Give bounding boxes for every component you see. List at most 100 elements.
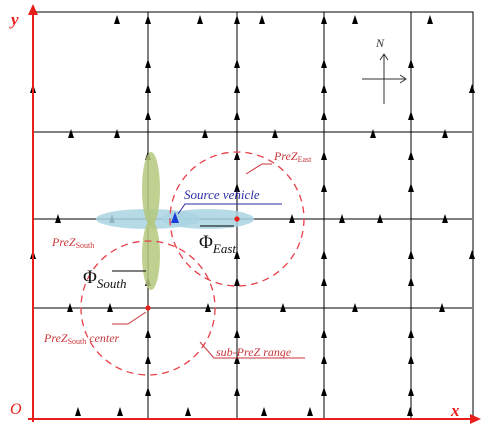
vehicle-arrow	[442, 214, 448, 223]
axis-x-label: x	[450, 401, 460, 420]
prez-east-label: PreZEast	[273, 149, 312, 164]
vehicle-arrow	[234, 250, 240, 259]
vehicle-arrow	[321, 151, 327, 160]
vehicle-arrow	[234, 183, 240, 192]
prez-south-sub: South	[76, 241, 95, 250]
axes	[28, 4, 481, 424]
vehicle-arrow	[205, 303, 211, 312]
prez-east-sub: East	[298, 155, 313, 164]
vehicle-arrow	[321, 250, 327, 259]
phi-south-ellipse-green-upper	[142, 152, 160, 226]
prez-south-center-leader	[112, 311, 147, 325]
prez-south-center-label: PreZSouth center	[43, 331, 120, 346]
vehicle-arrow	[469, 250, 475, 259]
phi-east-ellipse-blue-2	[162, 209, 254, 229]
vehicle-arrow	[352, 303, 358, 312]
prez-south-circle	[80, 240, 216, 376]
vehicle-arrow	[234, 355, 240, 364]
prez-east-center-dot	[234, 216, 240, 222]
vehicle-arrows	[30, 15, 475, 416]
vehicle-arrow	[145, 15, 151, 24]
prez-east-main: PreZ	[273, 149, 298, 163]
prez-south-center-dot	[145, 305, 151, 311]
vehicle-arrow	[234, 111, 240, 120]
vehicle-arrow	[145, 329, 151, 338]
vehicle-arrow	[114, 129, 120, 138]
vehicle-arrow	[75, 407, 81, 416]
vehicle-arrow	[234, 84, 240, 93]
vehicle-arrow	[145, 84, 151, 93]
vehicle-arrow	[408, 59, 414, 68]
vehicle-arrow	[321, 277, 327, 286]
compass-east-arrowhead	[399, 74, 407, 84]
vehicle-arrow	[339, 214, 345, 223]
vehicle-arrow	[442, 129, 448, 138]
leader-lines	[112, 163, 305, 359]
vehicle-arrow	[261, 407, 267, 416]
vehicle-arrow	[107, 303, 113, 312]
vehicle-arrow	[370, 129, 376, 138]
source-vehicle-leader	[177, 203, 282, 215]
phi-south-sub: South	[97, 276, 127, 291]
vehicle-arrow	[67, 303, 73, 312]
phi-south-main: Φ	[83, 267, 97, 288]
vehicle-arrow	[234, 59, 240, 68]
vehicle-arrow	[408, 329, 414, 338]
vehicle-arrow	[469, 84, 475, 93]
vehicle-arrow	[321, 355, 327, 364]
prez-circles	[80, 151, 305, 376]
prez-east-leader	[245, 163, 272, 175]
vehicle-arrow	[145, 111, 151, 120]
vehicle-arrow	[185, 407, 191, 416]
vehicle-arrow	[408, 183, 414, 192]
x-axis-arrowhead	[470, 414, 481, 424]
text-labels: y O x N PreZEast Source vehicle PreZSout…	[9, 10, 460, 420]
vehicle-arrow	[234, 15, 240, 24]
vehicle-arrow	[234, 387, 240, 396]
vehicle-arrow	[234, 151, 240, 160]
prez-south-label: PreZSouth	[51, 235, 94, 250]
prez-south-center-tail: center	[89, 331, 119, 345]
prez-east-circle	[169, 151, 305, 287]
vehicle-arrow	[197, 15, 203, 24]
vehicle-arrow	[427, 15, 433, 24]
sub-prez-range-label: sub-PreZ range	[216, 345, 292, 359]
vehicle-arrow	[408, 250, 414, 259]
vehicle-arrow	[321, 329, 327, 338]
compass-north-arrowhead	[379, 53, 389, 61]
vehicle-arrow	[280, 303, 286, 312]
vehicle-arrow	[234, 329, 240, 338]
vehicle-arrow	[272, 129, 278, 138]
compass-north-label: N	[375, 36, 385, 50]
compass	[362, 53, 407, 104]
prez-south-main: PreZ	[51, 235, 76, 249]
vehicle-arrow	[321, 84, 327, 93]
vehicle-arrow	[408, 277, 414, 286]
vehicle-arrow	[145, 355, 151, 364]
axis-y-label: y	[9, 10, 19, 29]
vehicle-arrow	[352, 15, 358, 24]
prez-south-center-main: PreZ	[43, 331, 68, 345]
vehicle-arrow	[234, 277, 240, 286]
vehicle-arrow	[408, 151, 414, 160]
vehicle-arrow	[55, 214, 61, 223]
phi-south-ellipse-green-lower	[142, 220, 160, 290]
vehicle-arrow	[117, 407, 123, 416]
phi-east-main: Φ	[199, 232, 213, 253]
vehicle-arrow	[321, 183, 327, 192]
vehicle-arrow	[407, 407, 413, 416]
phi-zones	[96, 152, 254, 290]
vehicle-arrow	[202, 129, 208, 138]
vehicle-arrow	[321, 387, 327, 396]
vehicle-arrow	[307, 407, 313, 416]
vehicle-arrow	[259, 15, 265, 24]
axis-origin-label: O	[10, 401, 22, 418]
vehicle-arrow	[289, 214, 295, 223]
prez-south-center-sub: South	[68, 337, 87, 346]
phi-east-label: ΦEast	[199, 232, 236, 256]
vehicle-arrow	[408, 111, 414, 120]
sub-prez-range-leader	[199, 341, 305, 359]
source-vehicle-label: Source vehicle	[184, 187, 260, 202]
vehicle-arrow	[408, 387, 414, 396]
